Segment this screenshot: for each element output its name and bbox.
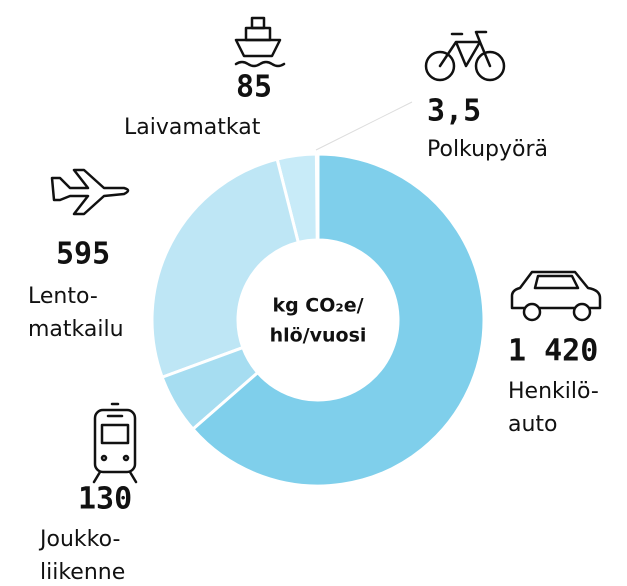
- category-label: liikenne: [40, 560, 125, 585]
- category-label: Joukko-: [38, 527, 120, 552]
- plane-icon: [50, 168, 130, 216]
- value-label: 130: [78, 482, 132, 517]
- value-label: 1 420: [508, 334, 598, 369]
- donut-slice: [150, 157, 301, 380]
- ship-icon: [234, 16, 286, 68]
- donut-slice: [190, 152, 486, 488]
- center-title: kg CO₂e/: [272, 295, 363, 317]
- value-label: 3,5: [427, 94, 481, 129]
- category-label: auto: [508, 412, 558, 437]
- category-label: Polkupyörä: [427, 137, 548, 162]
- bicycle-icon: [424, 30, 506, 82]
- category-label: Henkilö-: [508, 379, 599, 404]
- category-label: Lento-: [28, 284, 98, 309]
- value-label: 595: [56, 237, 110, 272]
- leader-line: [315, 101, 413, 151]
- value-label: 85: [236, 70, 272, 105]
- center-title: hlö/vuosi: [270, 325, 367, 347]
- donut-slice: [160, 345, 260, 432]
- category-label: Laivamatkat: [124, 115, 261, 140]
- car-icon: [510, 270, 602, 322]
- category-label: matkailu: [28, 317, 124, 342]
- train-icon: [92, 402, 138, 484]
